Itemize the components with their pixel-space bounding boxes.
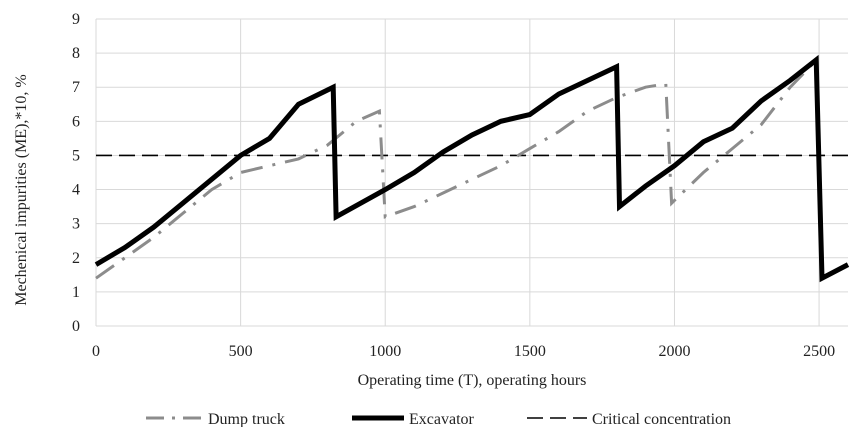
y-tick-label: 9	[72, 11, 80, 28]
x-tick-label: 2000	[658, 343, 690, 360]
y-tick-label: 4	[72, 182, 80, 199]
y-tick-label: 7	[72, 79, 80, 96]
y-tick-label: 2	[72, 250, 80, 267]
gridlines	[95, 18, 848, 327]
y-tick-label: 0	[72, 318, 80, 335]
series-layer	[94, 54, 850, 283]
x-tick-label: 2500	[803, 343, 835, 360]
legend-label: Critical concentration	[592, 411, 731, 427]
y-tick-label: 8	[72, 45, 80, 62]
y-tick-label: 3	[72, 216, 80, 233]
legend: Dump truck Excavator Critical concentratio…	[146, 411, 731, 427]
x-tick-label: 1500	[514, 343, 546, 360]
y-tick-label: 1	[72, 284, 80, 301]
series-line-dump-truck	[95, 62, 815, 280]
y-tick-label: 5	[72, 147, 80, 164]
y-axis-ticks: 0 1 2 3 4 5 6 7 8 9	[72, 11, 80, 335]
x-tick-label: 0	[92, 343, 100, 360]
x-tick-label: 1000	[369, 343, 401, 360]
series-line-excavator	[94, 54, 850, 283]
legend-label: Dump truck	[208, 411, 285, 427]
x-axis-title: Operating time (T), operating hours	[358, 372, 587, 389]
x-axis-ticks: 0 500 1000 1500 2000 2500	[92, 343, 835, 360]
legend-label: Excavator	[409, 411, 475, 427]
x-tick-label: 500	[229, 343, 253, 360]
y-tick-label: 6	[72, 113, 80, 130]
y-axis-title: Mechenical impurities (ME),*10, %	[13, 74, 30, 306]
